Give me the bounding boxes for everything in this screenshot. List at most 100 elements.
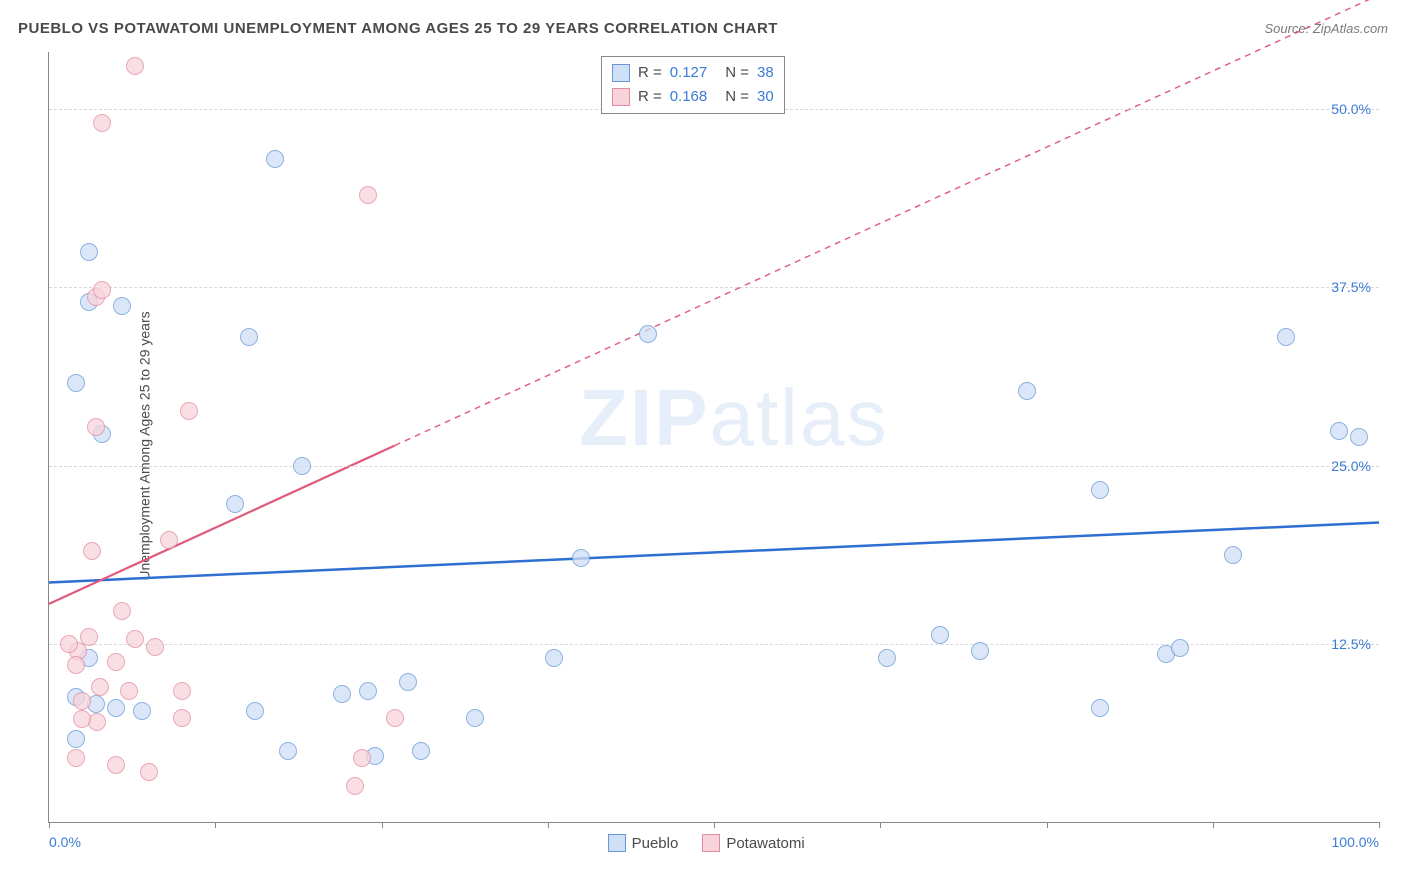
r-label: R = xyxy=(638,61,662,85)
plot-area: ZIPatlas 12.5%25.0%37.5%50.0%0.0%100.0%R… xyxy=(48,52,1379,823)
x-tick xyxy=(548,822,549,828)
data-point-potawatomi xyxy=(140,763,158,781)
data-point-pueblo xyxy=(359,682,377,700)
series-legend: Pueblo Potawatomi xyxy=(608,834,805,852)
n-label: N = xyxy=(725,85,749,109)
data-point-pueblo xyxy=(971,642,989,660)
data-point-potawatomi xyxy=(180,402,198,420)
data-point-pueblo xyxy=(878,649,896,667)
y-tick-label: 37.5% xyxy=(1331,279,1371,295)
y-tick-label: 12.5% xyxy=(1331,636,1371,652)
data-point-potawatomi xyxy=(173,682,191,700)
data-point-pueblo xyxy=(1277,328,1295,346)
trend-line-pueblo xyxy=(49,523,1379,583)
legend-label: Potawatomi xyxy=(726,835,804,852)
legend-label: Pueblo xyxy=(632,835,679,852)
data-point-pueblo xyxy=(1224,546,1242,564)
data-point-pueblo xyxy=(1018,382,1036,400)
data-point-pueblo xyxy=(931,626,949,644)
data-point-potawatomi xyxy=(67,656,85,674)
data-point-pueblo xyxy=(67,730,85,748)
chart-source: Source: ZipAtlas.com xyxy=(1264,21,1388,36)
legend-item: Potawatomi xyxy=(702,834,804,852)
data-point-potawatomi xyxy=(126,630,144,648)
legend-swatch xyxy=(612,88,630,106)
data-point-pueblo xyxy=(1330,422,1348,440)
x-tick xyxy=(1379,822,1380,828)
data-point-potawatomi xyxy=(386,709,404,727)
data-point-pueblo xyxy=(266,150,284,168)
data-point-potawatomi xyxy=(346,777,364,795)
data-point-pueblo xyxy=(1091,481,1109,499)
data-point-pueblo xyxy=(572,549,590,567)
r-label: R = xyxy=(638,85,662,109)
data-point-pueblo xyxy=(399,673,417,691)
data-point-pueblo xyxy=(226,495,244,513)
data-point-pueblo xyxy=(113,297,131,315)
data-point-pueblo xyxy=(333,685,351,703)
y-tick-label: 25.0% xyxy=(1331,458,1371,474)
data-point-pueblo xyxy=(133,702,151,720)
data-point-pueblo xyxy=(246,702,264,720)
data-point-potawatomi xyxy=(146,638,164,656)
x-tick xyxy=(49,822,50,828)
x-tick-label: 100.0% xyxy=(1332,834,1379,850)
y-tick-label: 50.0% xyxy=(1331,101,1371,117)
data-point-potawatomi xyxy=(160,531,178,549)
data-point-potawatomi xyxy=(67,749,85,767)
data-point-potawatomi xyxy=(120,682,138,700)
data-point-potawatomi xyxy=(113,602,131,620)
gridline xyxy=(49,466,1379,467)
data-point-pueblo xyxy=(240,328,258,346)
legend-item: Pueblo xyxy=(608,834,679,852)
data-point-potawatomi xyxy=(173,709,191,727)
x-tick xyxy=(714,822,715,828)
x-tick xyxy=(382,822,383,828)
x-tick-label: 0.0% xyxy=(49,834,81,850)
data-point-potawatomi xyxy=(60,635,78,653)
data-point-pueblo xyxy=(545,649,563,667)
data-point-potawatomi xyxy=(83,542,101,560)
data-point-potawatomi xyxy=(107,756,125,774)
r-value: 0.127 xyxy=(670,61,708,85)
legend-swatch xyxy=(612,64,630,82)
gridline xyxy=(49,287,1379,288)
data-point-pueblo xyxy=(639,325,657,343)
data-point-pueblo xyxy=(412,742,430,760)
chart-header: PUEBLO VS POTAWATOMI UNEMPLOYMENT AMONG … xyxy=(18,16,1388,40)
trend-line-potawatomi-dashed xyxy=(395,0,1379,446)
trend-line-potawatomi-solid xyxy=(49,446,395,604)
data-point-potawatomi xyxy=(93,281,111,299)
x-tick xyxy=(1047,822,1048,828)
data-point-pueblo xyxy=(466,709,484,727)
legend-row: R = 0.127 N = 38 xyxy=(612,61,774,85)
data-point-potawatomi xyxy=(107,653,125,671)
data-point-pueblo xyxy=(67,374,85,392)
data-point-pueblo xyxy=(1350,428,1368,446)
r-value: 0.168 xyxy=(670,85,708,109)
data-point-pueblo xyxy=(279,742,297,760)
data-point-potawatomi xyxy=(73,710,91,728)
data-point-pueblo xyxy=(80,243,98,261)
legend-swatch xyxy=(702,834,720,852)
data-point-pueblo xyxy=(293,457,311,475)
x-tick xyxy=(880,822,881,828)
data-point-potawatomi xyxy=(91,678,109,696)
n-value: 38 xyxy=(757,61,774,85)
chart-title: PUEBLO VS POTAWATOMI UNEMPLOYMENT AMONG … xyxy=(18,20,778,37)
data-point-potawatomi xyxy=(353,749,371,767)
data-point-pueblo xyxy=(1171,639,1189,657)
data-point-pueblo xyxy=(1091,699,1109,717)
data-point-potawatomi xyxy=(359,186,377,204)
data-point-pueblo xyxy=(107,699,125,717)
x-tick xyxy=(1213,822,1214,828)
n-label: N = xyxy=(725,61,749,85)
plot-container: ZIPatlas 12.5%25.0%37.5%50.0%0.0%100.0%R… xyxy=(48,52,1378,822)
x-tick xyxy=(215,822,216,828)
legend-row: R =0.168N =30 xyxy=(612,85,774,109)
data-point-potawatomi xyxy=(87,418,105,436)
legend-swatch xyxy=(608,834,626,852)
data-point-potawatomi xyxy=(93,114,111,132)
data-point-potawatomi xyxy=(126,57,144,75)
correlation-legend: R =0.127N =38R =0.168N =30 xyxy=(601,56,785,114)
